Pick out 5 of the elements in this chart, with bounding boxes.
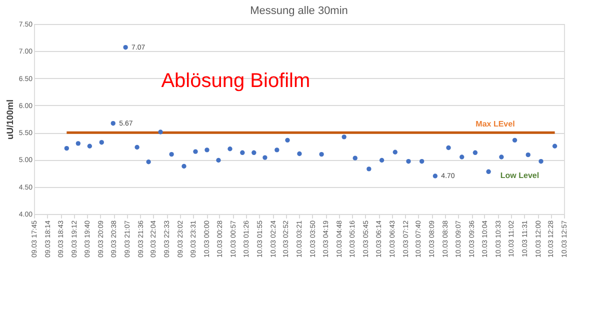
annotation: Ablösung Biofilm bbox=[161, 70, 310, 92]
y-axis-title: uU/100ml bbox=[4, 99, 15, 140]
series-label: Max LEvel bbox=[476, 120, 515, 129]
chart-title: Messung alle 30min bbox=[250, 5, 348, 17]
annotation: Low Level bbox=[500, 171, 540, 180]
